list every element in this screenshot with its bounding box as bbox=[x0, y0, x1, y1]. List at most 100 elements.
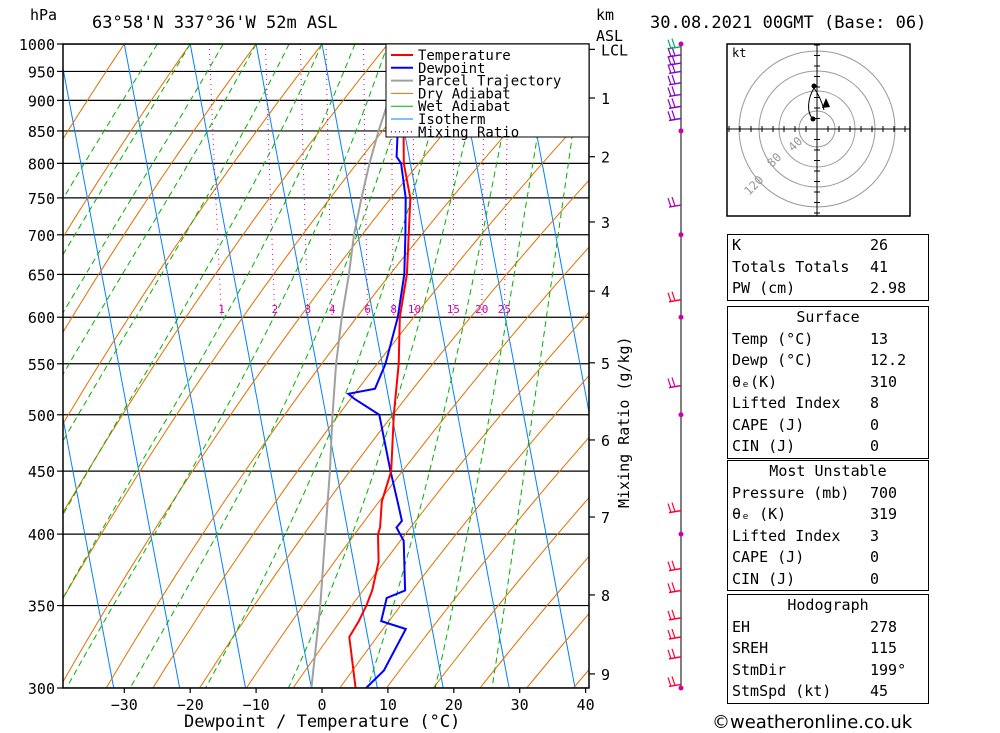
sreh-label: SREH bbox=[732, 639, 769, 657]
wind-barb-flag bbox=[671, 582, 676, 592]
mixing-ratio-label: 2 bbox=[272, 303, 279, 316]
stmspd-value: 45 bbox=[870, 682, 889, 700]
eh-value: 278 bbox=[870, 617, 898, 636]
wet-adiabat-line bbox=[367, 44, 521, 688]
location-title: 63°58'N 337°36'W 52m ASL bbox=[92, 13, 338, 33]
sreh-value: 115 bbox=[870, 639, 898, 657]
pressure-tick-label: 1000 bbox=[19, 36, 55, 54]
k-label: K bbox=[732, 236, 742, 254]
wind-barb-flag bbox=[667, 55, 672, 66]
legend-label: Wet Adiabat bbox=[418, 99, 511, 115]
wind-barb-flag bbox=[667, 677, 672, 687]
dry-adiabat-line bbox=[432, 496, 589, 688]
li-label: Lifted Index bbox=[732, 394, 841, 412]
height-tick-label: 5 bbox=[601, 355, 610, 373]
cape-value: 0 bbox=[870, 415, 880, 434]
pressure-tick-label: 650 bbox=[28, 266, 55, 284]
x-tick-label: 20 bbox=[445, 696, 463, 714]
pressure-tick-label: 450 bbox=[28, 463, 55, 481]
wet-adiabat-line bbox=[129, 44, 422, 688]
height-tick-label: 8 bbox=[601, 587, 610, 605]
x-tick-label: −10 bbox=[243, 696, 270, 714]
wind-profile bbox=[667, 38, 684, 691]
wind-barb-flag bbox=[671, 74, 676, 85]
mixing-ratio-line bbox=[264, 44, 276, 318]
wind-level-dot bbox=[678, 232, 684, 238]
dry-adiabat-line bbox=[63, 44, 323, 425]
pressure-tick-label: 900 bbox=[28, 92, 55, 110]
surface-title: Surface bbox=[796, 308, 860, 326]
pressure-tick-label: 800 bbox=[28, 155, 55, 173]
wind-barb-flag bbox=[667, 197, 672, 208]
wind-barb-flag bbox=[671, 196, 676, 207]
mu-thetae-label: θₑ (K) bbox=[732, 505, 787, 523]
pressure-tick-label: 350 bbox=[28, 598, 55, 616]
wind-barb-flag bbox=[667, 583, 672, 593]
cin-value: 0 bbox=[870, 437, 880, 455]
wind-barb-flag bbox=[667, 39, 672, 49]
isotherm-line bbox=[387, 44, 510, 688]
mu-cin-label: CIN (J) bbox=[732, 569, 796, 588]
dry-adiabat-line bbox=[63, 44, 125, 140]
pressure-tick-label: 750 bbox=[28, 190, 55, 208]
legend-label: Mixing Ratio bbox=[418, 125, 519, 141]
storm-motion-arrow bbox=[822, 98, 830, 108]
legend-label: Dry Adiabat bbox=[418, 86, 511, 102]
legend-label: Dewpoint bbox=[418, 61, 485, 77]
mu-cape-value: 0 bbox=[870, 548, 880, 566]
mixing-ratio-axis-label: Mixing Ratio (g/kg) bbox=[615, 336, 633, 508]
wet-adiabat-line bbox=[491, 44, 587, 688]
cape-label: CAPE (J) bbox=[732, 415, 805, 434]
dry-adiabat-line bbox=[292, 311, 589, 688]
x-tick-label: −20 bbox=[177, 696, 204, 714]
wind-barb-flag bbox=[667, 503, 672, 513]
dry-adiabat-line bbox=[199, 179, 589, 688]
hodograph-table: Hodograph EH 278 SREH 115 StmDir 199° StmSp… bbox=[727, 594, 929, 704]
tt-label: Totals Totals bbox=[732, 257, 850, 276]
thetae-value: 310 bbox=[870, 372, 898, 391]
stmspd-label: StmSpd (kt) bbox=[732, 682, 832, 700]
wind-barb-flag bbox=[671, 648, 676, 659]
mu-cape-label: CAPE (J) bbox=[732, 548, 805, 566]
wind-barb-flag bbox=[671, 628, 676, 639]
height-tick-label: 2 bbox=[601, 149, 610, 167]
temp-label: Temp (°C) bbox=[732, 329, 814, 348]
x-tick-label: −30 bbox=[111, 696, 138, 714]
isotherm-line bbox=[63, 65, 181, 688]
wet-adiabat-line bbox=[63, 44, 158, 200]
mu-thetae-value: 319 bbox=[870, 505, 898, 523]
wind-barb-flag bbox=[667, 629, 672, 640]
pressure-tick-label: 300 bbox=[28, 680, 55, 698]
pressure-tick-label: 950 bbox=[28, 63, 55, 81]
wet-adiabat-line bbox=[63, 44, 257, 376]
dry-adiabat-line bbox=[63, 44, 455, 600]
wet-adiabat-line bbox=[66, 44, 389, 688]
wind-level-dot bbox=[678, 314, 684, 320]
mu-li-label: Lifted Index bbox=[732, 526, 841, 545]
isotherm-line bbox=[519, 44, 589, 415]
dry-adiabat-line bbox=[63, 44, 191, 239]
isotherm-line bbox=[189, 44, 312, 688]
isotherm-line bbox=[453, 44, 576, 688]
axes: 3003504004505005506006507007508008509009… bbox=[19, 36, 628, 714]
height-tick-label: 1 bbox=[601, 90, 610, 108]
pw-value: 2.98 bbox=[870, 279, 907, 297]
wind-level-dot bbox=[678, 128, 684, 134]
pressure-tick-label: 600 bbox=[28, 309, 55, 327]
mixing-ratio-line bbox=[299, 44, 309, 318]
thetae-label: θₑ(K) bbox=[732, 372, 778, 391]
wind-barb-flag bbox=[671, 676, 676, 686]
indices-table: K 26 Totals Totals 41 PW (cm) 2.98 bbox=[727, 234, 929, 301]
mu-title: Most Unstable bbox=[769, 462, 887, 480]
tt-value: 41 bbox=[870, 257, 889, 276]
height-tick-label: 7 bbox=[601, 509, 610, 527]
eh-label: EH bbox=[732, 617, 751, 636]
wet-adiabat-line bbox=[63, 44, 323, 516]
pressure-tick-label: 500 bbox=[28, 407, 55, 425]
mu-pressure-label: Pressure (mb) bbox=[732, 483, 850, 502]
stmdir-label: StmDir bbox=[732, 660, 787, 679]
mixing-ratio-line bbox=[325, 44, 333, 318]
dry-adiabat-line bbox=[339, 374, 589, 688]
height-tick-label: 6 bbox=[601, 432, 610, 450]
